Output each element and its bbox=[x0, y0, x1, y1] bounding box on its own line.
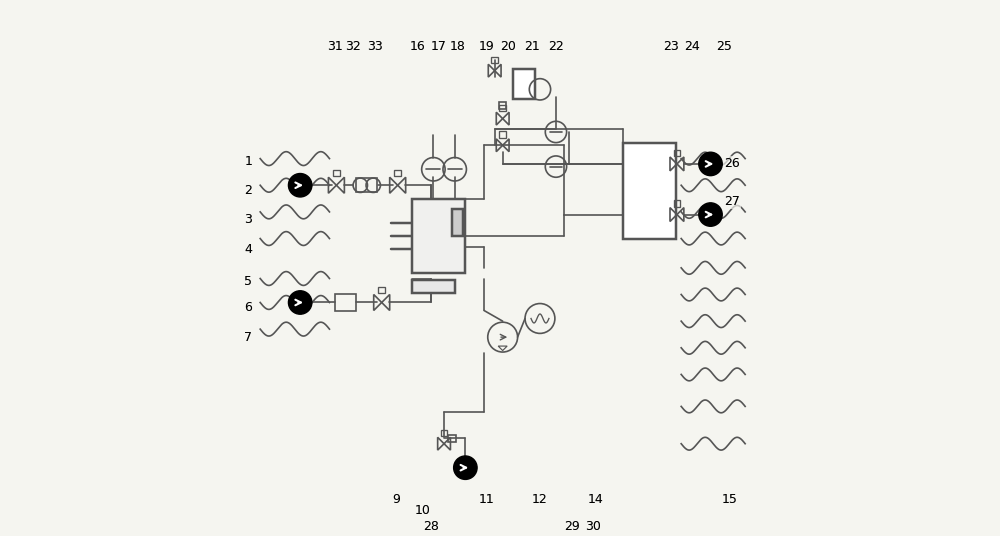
Text: 9: 9 bbox=[392, 493, 400, 506]
Text: 23: 23 bbox=[663, 40, 678, 53]
Text: 25: 25 bbox=[716, 40, 732, 53]
Text: 3: 3 bbox=[245, 213, 252, 226]
Bar bbox=[378, 287, 385, 293]
Text: 9: 9 bbox=[392, 493, 400, 506]
Text: 32: 32 bbox=[346, 40, 361, 53]
Text: 33: 33 bbox=[367, 40, 383, 53]
Text: 20: 20 bbox=[500, 40, 516, 53]
Text: 6: 6 bbox=[245, 301, 252, 314]
Circle shape bbox=[288, 291, 312, 314]
Text: 20: 20 bbox=[500, 40, 516, 53]
Text: 7: 7 bbox=[244, 331, 252, 344]
Text: 23: 23 bbox=[663, 40, 678, 53]
Bar bbox=[333, 170, 340, 176]
Circle shape bbox=[288, 174, 312, 197]
Bar bbox=[623, 143, 676, 239]
Bar bbox=[452, 209, 463, 236]
Text: 14: 14 bbox=[588, 493, 604, 506]
Text: 15: 15 bbox=[721, 493, 737, 506]
Text: 27: 27 bbox=[724, 195, 740, 208]
Text: 22: 22 bbox=[548, 40, 564, 53]
Bar bbox=[674, 200, 680, 206]
Text: 22: 22 bbox=[548, 40, 564, 53]
Text: 7: 7 bbox=[244, 331, 252, 344]
Text: 32: 32 bbox=[346, 40, 361, 53]
Text: 17: 17 bbox=[431, 40, 447, 53]
Text: 29: 29 bbox=[564, 520, 580, 533]
Text: 14: 14 bbox=[588, 493, 604, 506]
Text: 28: 28 bbox=[423, 520, 439, 533]
Text: 24: 24 bbox=[684, 40, 700, 53]
Text: 2: 2 bbox=[245, 184, 252, 197]
Bar bbox=[513, 69, 535, 99]
Bar bbox=[335, 294, 356, 311]
Circle shape bbox=[699, 203, 722, 226]
Bar bbox=[441, 430, 447, 436]
Text: 10: 10 bbox=[415, 504, 431, 517]
Bar bbox=[674, 150, 680, 156]
Text: 5: 5 bbox=[244, 274, 252, 288]
Bar bbox=[448, 435, 456, 442]
Text: 12: 12 bbox=[532, 493, 548, 506]
Text: 4: 4 bbox=[245, 243, 252, 256]
Text: 15: 15 bbox=[721, 493, 737, 506]
Bar bbox=[412, 198, 465, 273]
Text: 24: 24 bbox=[684, 40, 700, 53]
Text: 25: 25 bbox=[716, 40, 732, 53]
Text: 1: 1 bbox=[245, 155, 252, 168]
Text: 11: 11 bbox=[479, 493, 495, 506]
Text: 1: 1 bbox=[245, 155, 252, 168]
Text: 30: 30 bbox=[585, 520, 601, 533]
Text: 31: 31 bbox=[327, 40, 343, 53]
Bar bbox=[499, 131, 506, 138]
Text: 18: 18 bbox=[449, 40, 465, 53]
Text: 31: 31 bbox=[327, 40, 343, 53]
Circle shape bbox=[454, 456, 477, 479]
Text: 21: 21 bbox=[524, 40, 540, 53]
Text: 29: 29 bbox=[564, 520, 580, 533]
Bar bbox=[491, 57, 498, 63]
Text: 28: 28 bbox=[423, 520, 439, 533]
Bar bbox=[412, 280, 455, 293]
Text: 30: 30 bbox=[585, 520, 601, 533]
Circle shape bbox=[699, 152, 722, 176]
Bar bbox=[356, 178, 377, 192]
Text: 21: 21 bbox=[524, 40, 540, 53]
Text: 3: 3 bbox=[245, 213, 252, 226]
Text: 26: 26 bbox=[724, 158, 740, 170]
Text: 27: 27 bbox=[724, 195, 740, 208]
Text: 12: 12 bbox=[532, 493, 548, 506]
Bar bbox=[499, 105, 506, 111]
Text: 2: 2 bbox=[245, 184, 252, 197]
Text: 16: 16 bbox=[410, 40, 425, 53]
Text: 11: 11 bbox=[479, 493, 495, 506]
Bar bbox=[499, 102, 506, 109]
Text: 17: 17 bbox=[431, 40, 447, 53]
Text: 4: 4 bbox=[245, 243, 252, 256]
Text: 19: 19 bbox=[479, 40, 495, 53]
Bar bbox=[394, 170, 401, 176]
Text: 18: 18 bbox=[449, 40, 465, 53]
Text: 19: 19 bbox=[479, 40, 495, 53]
Text: 33: 33 bbox=[367, 40, 383, 53]
Text: 6: 6 bbox=[245, 301, 252, 314]
Text: 5: 5 bbox=[244, 274, 252, 288]
Text: 10: 10 bbox=[415, 504, 431, 517]
Text: 16: 16 bbox=[410, 40, 425, 53]
Text: 26: 26 bbox=[724, 158, 740, 170]
